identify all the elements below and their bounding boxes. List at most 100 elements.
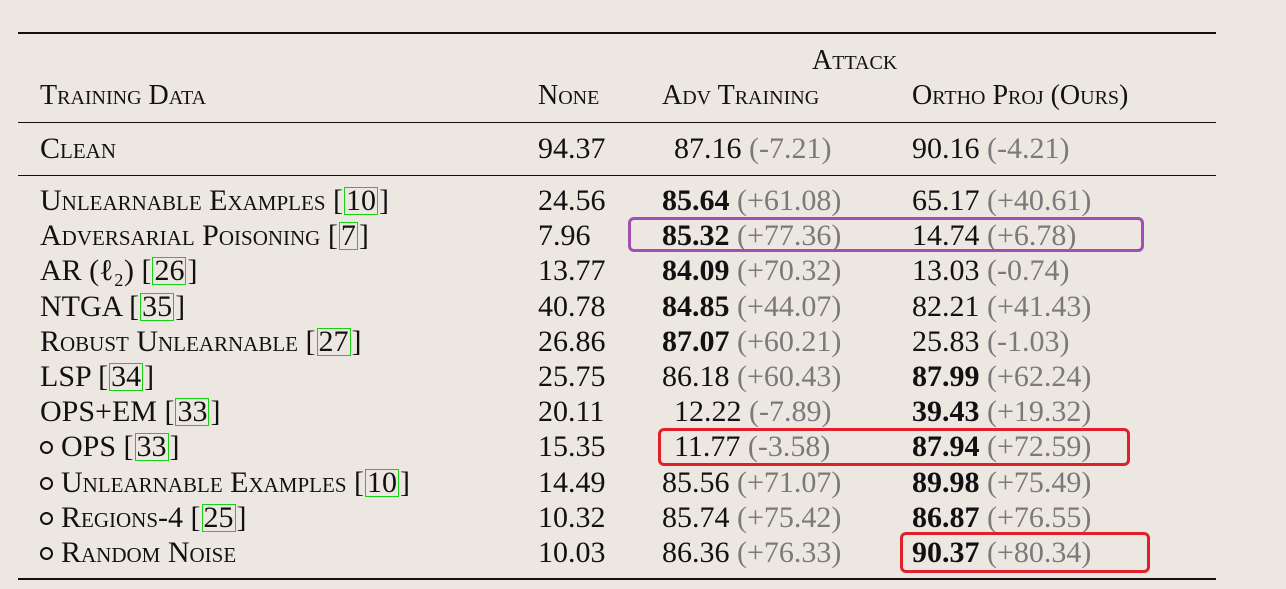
row-none-value: 10.32 xyxy=(538,501,606,534)
highlight-box-red-ops xyxy=(658,428,1130,466)
row-adv-delta: (-7.89) xyxy=(749,395,832,428)
header-adv-training: Adv Training xyxy=(662,80,820,111)
citation-link[interactable]: 33 xyxy=(175,395,210,428)
citation-link[interactable]: 10 xyxy=(364,466,399,499)
header-training-data: Training Data xyxy=(40,80,207,111)
header-none: None xyxy=(538,80,600,111)
circle-bullet-icon xyxy=(40,511,53,525)
row-ortho-value: 87.94 xyxy=(912,430,980,463)
row-ortho-cell: 87.94 (+72.59) xyxy=(912,430,1091,464)
row-ortho-value: 87.99 xyxy=(912,360,980,393)
row-none-value: 13.77 xyxy=(538,254,606,287)
row-adv-delta: (+77.36) xyxy=(737,219,842,252)
row-adv-value: 85.32 xyxy=(662,219,730,252)
row-label: AR (ℓ₂) [26] xyxy=(40,254,197,288)
row-ortho-delta: (-1.03) xyxy=(987,325,1070,358)
row-name: AR (ℓ₂) [ xyxy=(40,254,152,287)
table-bottom-rule xyxy=(18,578,1216,580)
row-adv-cell: 84.09 (+70.32) xyxy=(662,254,841,288)
citation-link[interactable]: 27 xyxy=(316,325,351,358)
citation-close-bracket: ] xyxy=(175,290,186,323)
row-name: Unlearnable Examples [ xyxy=(40,184,343,217)
row-adv-value: 86.18 xyxy=(662,360,730,393)
row-none-value: 7.96 xyxy=(538,219,591,252)
row-none-value: 14.49 xyxy=(538,466,606,499)
citation-link[interactable]: 10 xyxy=(343,184,378,217)
row-ortho-cell: 65.17 (+40.61) xyxy=(912,184,1091,218)
row-name: Random Noise xyxy=(61,536,237,569)
row-adv-cell: 85.32 (+77.36) xyxy=(662,219,841,253)
table-top-rule xyxy=(18,32,1216,34)
citation-close-bracket: ] xyxy=(378,184,389,217)
citation-close-bracket: ] xyxy=(236,501,247,534)
row-label: Regions-4 [25] xyxy=(40,501,247,535)
header-rule xyxy=(18,122,1216,123)
row-none-value: 26.86 xyxy=(538,325,606,358)
row-ortho-value: 82.21 xyxy=(912,290,980,323)
row-ortho-value: 25.83 xyxy=(912,325,980,358)
row-name: OPS [ xyxy=(61,430,134,463)
clean-ortho-value: 90.16 xyxy=(912,132,980,165)
row-label: Unlearnable Examples [10] xyxy=(40,466,410,500)
citation-close-bracket: ] xyxy=(358,219,369,252)
row-ortho-delta: (+62.24) xyxy=(987,360,1092,393)
row-ortho-delta: (+19.32) xyxy=(987,395,1092,428)
row-label: Random Noise xyxy=(40,536,236,570)
row-ortho-value: 65.17 xyxy=(912,184,980,217)
row-none-value: 25.75 xyxy=(538,360,606,393)
row-label: OPS [33] xyxy=(40,430,180,464)
row-adv-cell: 87.07 (+60.21) xyxy=(662,325,841,359)
row-ortho-delta: (+41.43) xyxy=(987,290,1092,323)
citation-link[interactable]: 7 xyxy=(338,219,358,252)
clean-none-value: 94.37 xyxy=(538,132,606,165)
row-ortho-cell: 90.37 (+80.34) xyxy=(912,536,1091,570)
row-none-value: 40.78 xyxy=(538,290,606,323)
row-ortho-value: 13.03 xyxy=(912,254,980,287)
row-name: Adversarial Poisoning [ xyxy=(40,219,338,252)
citation-link[interactable]: 34 xyxy=(109,360,144,393)
row-adv-delta: (+70.32) xyxy=(737,254,842,287)
row-adv-value: 87.07 xyxy=(662,325,730,358)
row-none-value: 15.35 xyxy=(538,430,606,463)
clean-adv-delta: (-7.21) xyxy=(749,132,832,165)
row-adv-value: 11.77 xyxy=(674,430,741,463)
row-ortho-delta: (+80.34) xyxy=(987,536,1092,569)
row-adv-value: 84.09 xyxy=(662,254,730,287)
row-adv-delta: (+76.33) xyxy=(737,536,842,569)
row-ortho-cell: 39.43 (+19.32) xyxy=(912,395,1091,429)
circle-bullet-icon xyxy=(40,546,53,560)
row-ortho-delta: (-0.74) xyxy=(987,254,1070,287)
citation-close-bracket: ] xyxy=(351,325,362,358)
row-ortho-value: 39.43 xyxy=(912,395,980,428)
citation-link[interactable]: 25 xyxy=(201,501,236,534)
row-none-value: 24.56 xyxy=(538,184,606,217)
clean-rule xyxy=(18,175,1216,176)
row-label: Adversarial Poisoning [7] xyxy=(40,219,369,253)
row-ortho-delta: (+6.78) xyxy=(987,219,1077,252)
row-none-value: 20.11 xyxy=(538,395,605,428)
row-adv-cell: 85.56 (+71.07) xyxy=(662,466,841,500)
citation-close-bracket: ] xyxy=(210,395,221,428)
row-adv-delta: (+71.07) xyxy=(737,466,842,499)
row-ortho-delta: (+72.59) xyxy=(987,430,1092,463)
highlight-box-purple xyxy=(628,217,1144,252)
citation-link[interactable]: 35 xyxy=(140,290,175,323)
citation-link[interactable]: 33 xyxy=(134,430,169,463)
row-name: NTGA [ xyxy=(40,290,140,323)
row-adv-cell: 11.77 (-3.58) xyxy=(674,430,830,464)
row-name: OPS+EM [ xyxy=(40,395,175,428)
circle-bullet-icon xyxy=(40,476,53,490)
row-adv-value: 86.36 xyxy=(662,536,730,569)
clean-ortho-delta: (-4.21) xyxy=(987,132,1070,165)
row-ortho-cell: 87.99 (+62.24) xyxy=(912,360,1091,394)
row-adv-delta: (-3.58) xyxy=(747,430,831,463)
row-ortho-delta: (+75.49) xyxy=(987,466,1092,499)
citation-link[interactable]: 26 xyxy=(152,254,187,287)
row-label: Unlearnable Examples [10] xyxy=(40,184,389,218)
clean-adv-value: 87.16 xyxy=(674,132,742,165)
citation-close-bracket: ] xyxy=(169,430,180,463)
citation-close-bracket: ] xyxy=(187,254,198,287)
clean-ortho-cell: 90.16 (-4.21) xyxy=(912,132,1069,166)
row-name: Robust Unlearnable [ xyxy=(40,325,316,358)
